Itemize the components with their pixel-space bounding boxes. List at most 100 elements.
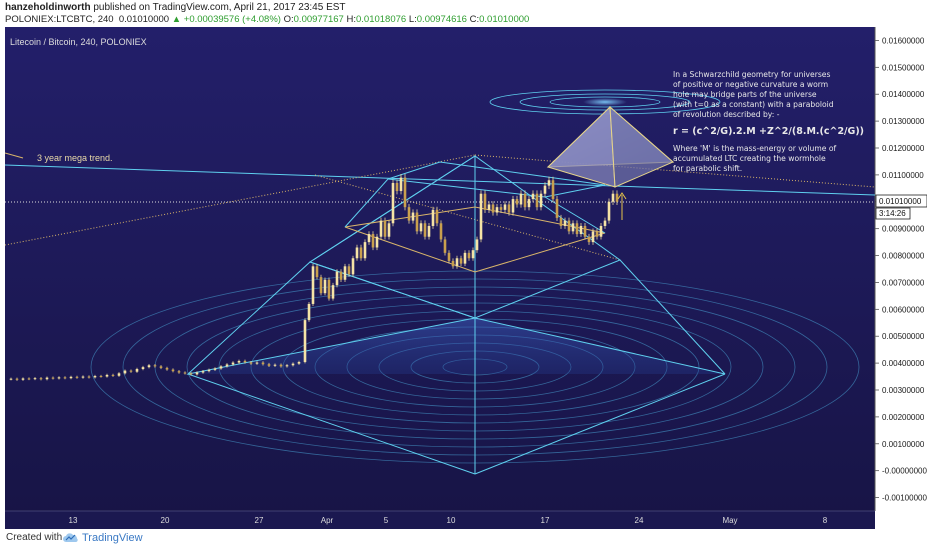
time-tick-label: 24 — [635, 516, 644, 525]
mega-trend-line — [4, 164, 876, 196]
close-value: 0.01010000 — [479, 14, 530, 25]
high-label: H: — [346, 14, 356, 25]
candle-body — [435, 209, 439, 224]
candle-body — [403, 177, 407, 208]
candle-body — [459, 258, 463, 264]
candle-body — [451, 260, 455, 267]
halo-glow — [583, 98, 627, 106]
candle-body — [93, 376, 97, 378]
candle-body — [111, 374, 115, 376]
price-tick-label: 0.00400000 — [882, 359, 925, 368]
candle-body — [57, 377, 61, 379]
candle-body — [507, 204, 511, 213]
projection-arrow-head — [617, 192, 627, 200]
candle-body — [539, 193, 543, 208]
candle-body — [563, 220, 567, 226]
candle-body — [323, 279, 327, 294]
publish-header: hanzeholdinworth published on TradingVie… — [0, 0, 932, 26]
time-axis-panel — [5, 511, 875, 529]
candle-body — [153, 365, 157, 367]
candle-body — [471, 250, 475, 259]
price-chart-svg[interactable]: Litecoin / Bitcoin, 240, POLONIEX 3 year… — [4, 27, 927, 529]
candle-body — [99, 376, 103, 378]
candle-body — [595, 231, 599, 237]
price-axis-ticks: 0.01600000 0.01500000 0.01400000 0.01300000… — [875, 36, 927, 503]
candle-body — [117, 373, 121, 376]
price-tick-label: -0.00100000 — [882, 494, 927, 503]
candle-body — [475, 239, 479, 251]
time-tick-label: 17 — [541, 516, 550, 525]
annotation-text: In a Schwarzchild geometry for universes… — [673, 70, 864, 173]
symbol-label: POLONIEX:LTCBTC, 240 — [5, 14, 114, 25]
candle-body — [159, 366, 163, 368]
candle-body — [279, 364, 283, 367]
small-pyramid-right — [609, 105, 674, 188]
candle-body — [415, 212, 419, 232]
candle-body — [315, 266, 319, 278]
candle-body — [583, 225, 587, 237]
candle-body — [231, 362, 235, 365]
candle-body — [51, 377, 55, 379]
publish-line: hanzeholdinworth published on TradingVie… — [5, 2, 346, 13]
annotation-line-1: In a Schwarzchild geometry for universes — [673, 70, 830, 79]
candle-body — [591, 231, 595, 243]
time-tick-label: 13 — [69, 516, 78, 525]
candle-body — [519, 193, 523, 205]
candle-body — [383, 220, 387, 237]
candle-body — [431, 209, 435, 226]
candle-body — [303, 320, 307, 363]
price-tick-label: 0.01100000 — [882, 171, 924, 180]
candle-body — [9, 378, 13, 380]
candle-body — [237, 360, 241, 363]
price-tick-label: 0.00700000 — [882, 278, 925, 287]
price-tick-label: 0.00300000 — [882, 386, 925, 395]
open-label: O: — [283, 14, 294, 25]
candle-body — [535, 193, 539, 208]
candle-body — [327, 279, 331, 299]
last-price: 0.01010000 — [118, 14, 170, 25]
tradingview-brand[interactable]: TradingView — [82, 532, 143, 544]
chart-area[interactable]: Litecoin / Bitcoin, 240, POLONIEX 3 year… — [4, 27, 927, 529]
author-name[interactable]: hanzeholdinworth — [5, 2, 91, 13]
low-label: L: — [408, 14, 417, 25]
candle-body — [105, 374, 109, 377]
change-value: +0.00039576 (+4.08%) — [183, 14, 281, 25]
candle-body — [243, 360, 247, 363]
inner-edge-a — [344, 178, 389, 228]
candle-body — [543, 185, 547, 194]
annotation-line-5: of revolution described by: - — [673, 110, 780, 119]
candle-body — [69, 376, 73, 379]
inner-edge-b — [544, 196, 606, 234]
annotation-line-8: for parabolic shift. — [673, 164, 742, 173]
high-value: 0.01018076 — [355, 14, 407, 25]
plot-background — [5, 27, 875, 529]
candle-body — [607, 201, 611, 221]
candle-body — [355, 247, 359, 259]
candle-body — [195, 372, 199, 375]
countdown-box — [875, 207, 911, 220]
candle-body — [531, 193, 535, 200]
candle-body — [587, 236, 591, 243]
candle-body — [443, 239, 447, 253]
candle-body — [123, 370, 127, 374]
candle-body — [515, 199, 519, 205]
candle-body — [495, 207, 499, 213]
candle-body — [359, 247, 363, 259]
candle-body — [427, 225, 431, 237]
trend-label-pointer — [4, 152, 24, 159]
last-price-tag: 0.01010000 — [879, 197, 922, 206]
published-text: published on TradingView.com, April 21, … — [93, 2, 346, 13]
trend-label: 3 year mega trend. — [37, 153, 113, 163]
candle-body — [255, 362, 259, 364]
annotation-line-6: Where 'M' is the mass-energy or volume o… — [673, 144, 836, 153]
candle-body — [81, 376, 85, 378]
candle-body — [319, 277, 323, 294]
candle-body — [291, 363, 295, 366]
price-tick-label: 0.00600000 — [882, 305, 925, 314]
candle-body — [135, 369, 139, 372]
candle-body — [395, 182, 399, 192]
candle-body — [165, 367, 169, 370]
candle-body — [183, 372, 187, 374]
inner-square-top — [387, 161, 606, 198]
candle-body — [399, 177, 403, 192]
